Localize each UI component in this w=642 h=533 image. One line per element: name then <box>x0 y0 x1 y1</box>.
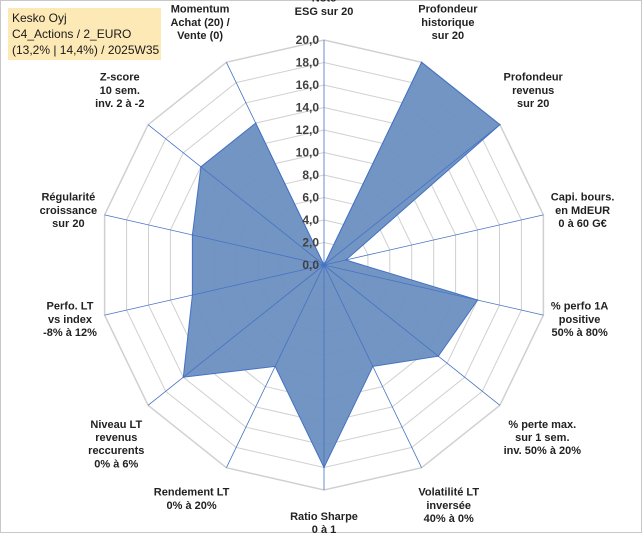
tick-label-3: 6,0 <box>302 191 319 205</box>
tick-label-1: 2,0 <box>302 236 319 250</box>
axis-label-9-line-3: 0% à 6% <box>94 458 138 470</box>
axis-label-4-line-0: % perfo 1A <box>551 301 609 313</box>
axis-label-7-line-0: Ratio Sharpe <box>290 511 358 523</box>
axis-label-3-line-0: Capi. bours. <box>551 192 615 204</box>
axis-label-11-line-1: croissance <box>40 205 97 217</box>
axis-label-6-line-1: inversée <box>426 500 471 512</box>
spoke-4 <box>323 264 544 316</box>
axis-label-1-line-2: sur 20 <box>432 30 464 42</box>
axis-label-8-line-0: Rendement LT <box>154 487 230 499</box>
portfolio-name: C4_Actions / 2_EURO <box>12 27 132 41</box>
axis-label-13-line-2: Vente (0) <box>177 30 223 42</box>
axis-label-6-line-0: Volatilité LT <box>418 487 479 499</box>
axis-label-5-line-1: sur 1 sem. <box>515 432 569 444</box>
chart-header-box: Kesko Oyj C4_Actions / 2_EURO (13,2% | 1… <box>8 8 161 60</box>
axis-label-10-line-1: vs index <box>48 314 93 326</box>
tick-label-0: 0,0 <box>302 258 319 272</box>
axis-label-12-line-0: Z-score <box>100 72 140 84</box>
tick-label-layer: 0,0 2,0 4,0 6,0 8,0 10,0 12,0 14,0 16,0 18,0 20,0 <box>296 33 320 272</box>
axis-label-1-line-1: historique <box>421 17 474 29</box>
axis-label-8: Rendement LT0% à 20% <box>154 487 230 512</box>
axis-label-12-line-2: inv. 2 à -2 <box>95 98 144 110</box>
axis-label-2-line-2: sur 20 <box>517 98 549 110</box>
spoke-13 <box>226 62 325 266</box>
spoke-layer <box>104 40 544 490</box>
spoke-5 <box>323 264 501 406</box>
spoke-9 <box>147 264 325 406</box>
axis-label-0: NoteESG sur 20 <box>295 0 354 18</box>
axis-label-13-line-1: Achat (20) / <box>170 17 229 29</box>
axis-label-4-line-1: positive <box>559 314 601 326</box>
axis-label-11-line-0: Régularité <box>42 192 96 204</box>
tick-label-7: 14,0 <box>296 101 320 115</box>
tick-label-10: 20,0 <box>296 33 320 47</box>
axis-label-3-line-2: 0 à 60 G€ <box>558 218 606 230</box>
axis-label-2-line-0: Profondeur <box>504 72 564 84</box>
axis-label-11-line-2: sur 20 <box>52 218 84 230</box>
company-name: Kesko Oyj <box>12 11 67 25</box>
spoke-1 <box>323 62 422 266</box>
axis-label-1-line-0: Profondeur <box>418 4 478 16</box>
spoke-2 <box>323 124 501 266</box>
spoke-3 <box>323 214 544 266</box>
series-layer <box>182 61 501 469</box>
tick-label-4: 8,0 <box>302 168 319 182</box>
spoke-10 <box>104 264 325 316</box>
axis-label-5-line-0: % perte max. <box>508 419 576 431</box>
spoke-8 <box>226 264 325 468</box>
axis-label-10-line-2: -8% à 12% <box>43 327 97 339</box>
spoke-6 <box>323 264 422 468</box>
axis-label-0-line-1: ESG sur 20 <box>295 6 354 18</box>
axis-label-9-line-0: Niveau LT <box>90 419 142 431</box>
axis-label-5-line-2: inv. 50% à 20% <box>504 445 582 457</box>
tick-label-2: 4,0 <box>302 213 319 227</box>
axis-label-0-line-0: Note <box>312 0 336 5</box>
axis-label-7-line-1: 0 à 1 <box>312 524 336 533</box>
axis-label-4-line-2: 50% à 80% <box>551 327 607 339</box>
axis-label-8-line-1: 0% à 20% <box>167 500 217 512</box>
axis-label-5: % perte max.sur 1 sem.inv. 50% à 20% <box>504 419 582 457</box>
tick-label-9: 18,0 <box>296 56 320 70</box>
axis-label-10-line-0: Perfo. LT <box>47 301 94 313</box>
tick-label-5: 10,0 <box>296 146 320 160</box>
tick-label-6: 12,0 <box>296 123 320 137</box>
spoke-12 <box>147 124 325 266</box>
tick-label-8: 16,0 <box>296 78 320 92</box>
period-info: (13,2% | 14,4%) / 2025W35 <box>12 43 160 57</box>
axis-label-3-line-1: en MdEUR <box>555 205 610 217</box>
axis-label-9-line-2: reccurents <box>88 445 144 457</box>
axis-label-2-line-1: revenus <box>512 85 554 97</box>
axis-label-9-line-1: revenus <box>95 432 137 444</box>
axis-label-6-line-2: 40% à 0% <box>424 513 474 525</box>
spoke-11 <box>104 214 325 266</box>
series-area <box>182 61 501 469</box>
axis-label-12-line-1: 10 sem. <box>100 85 140 97</box>
axis-label-13-line-0: Momentum <box>171 4 230 16</box>
